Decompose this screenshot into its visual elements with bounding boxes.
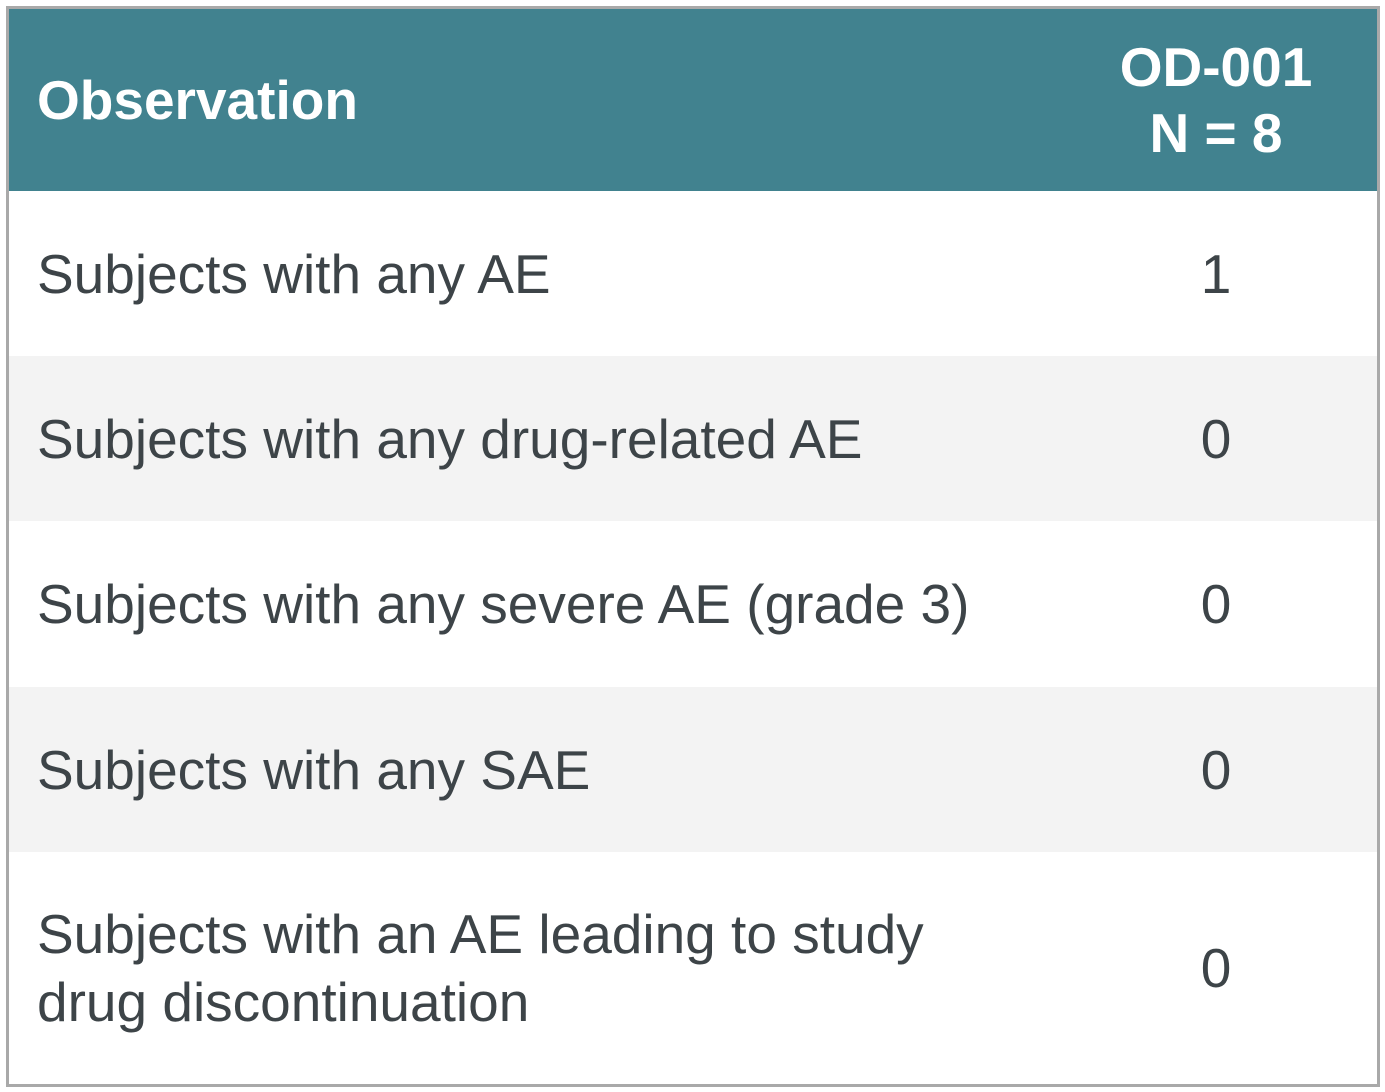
header-text: Observation: [37, 69, 358, 131]
value-cell: 0: [1059, 737, 1373, 803]
header-cell: OD-001 N = 8: [1059, 34, 1373, 166]
label-text: Subjects with any drug-related AE: [37, 407, 863, 470]
label-text: Subjects with any SAE: [37, 738, 591, 801]
label-text: Subjects with an AE leading to study: [37, 903, 924, 965]
value-text: 0: [1200, 937, 1232, 999]
value-text: 0: [1200, 573, 1232, 635]
table-row: Subjects with any AE 1: [9, 191, 1377, 356]
value-text: 1: [1200, 242, 1232, 305]
value-cell: 0: [1059, 935, 1373, 1001]
label-text: Subjects with any severe AE (grade 3): [37, 573, 970, 635]
label-text: drug discontinuation: [37, 971, 530, 1033]
header-text: OD-001: [1119, 36, 1313, 98]
table: Observation OD-001 N = 8 Subjects with a…: [6, 6, 1380, 1087]
value-cell: 0: [1059, 406, 1373, 472]
table-row: Subjects with any drug-related AE 0: [9, 356, 1377, 521]
value-cell: 0: [1059, 571, 1373, 637]
label-cell: Subjects with any AE: [37, 240, 1037, 308]
table-row: Subjects with any severe AE (grade 3) 0: [9, 521, 1377, 687]
header-text: N = 8: [1149, 102, 1283, 164]
header-cell: Observation: [37, 66, 1037, 134]
label-cell: Subjects with an AE leading to study drug…: [37, 900, 1037, 1036]
label-cell: Subjects with any drug-related AE: [37, 405, 1037, 473]
table-row: Subjects with an AE leading to study drug…: [9, 852, 1377, 1084]
label-cell: Subjects with any SAE: [37, 736, 1037, 804]
table-row: Subjects with any SAE 0: [9, 687, 1377, 852]
label-cell: Subjects with any severe AE (grade 3): [37, 570, 1037, 638]
label-text: Subjects with any AE: [37, 242, 551, 305]
header-row: Observation OD-001 N = 8: [9, 9, 1377, 191]
value-cell: 1: [1059, 241, 1373, 307]
value-text: 0: [1200, 407, 1232, 470]
value-text: 0: [1200, 738, 1232, 801]
